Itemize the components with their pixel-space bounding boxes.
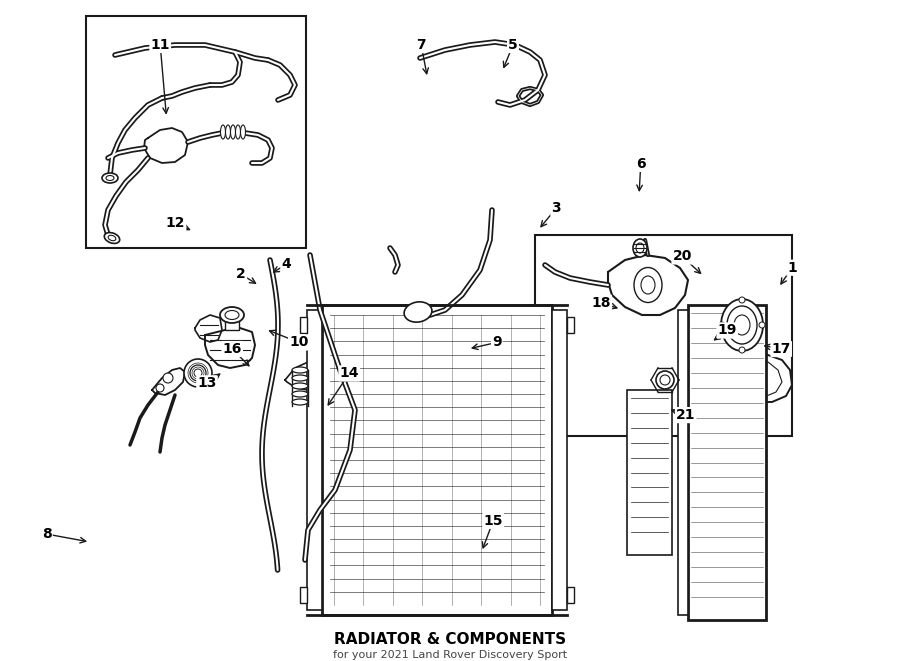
Text: 10: 10 [289, 335, 309, 350]
Bar [322, 305, 552, 615]
Ellipse shape [734, 315, 750, 335]
Ellipse shape [236, 125, 240, 139]
Text: 4: 4 [282, 257, 291, 272]
Bar [567, 317, 574, 333]
Text: 20: 20 [672, 249, 692, 264]
Bar [688, 305, 766, 620]
Bar [535, 235, 792, 436]
Ellipse shape [404, 302, 432, 322]
Bar [86, 16, 306, 248]
Bar [678, 310, 688, 615]
Ellipse shape [660, 375, 670, 385]
Ellipse shape [220, 307, 244, 323]
Text: 17: 17 [771, 342, 791, 356]
Circle shape [194, 369, 202, 377]
Circle shape [190, 365, 206, 381]
Ellipse shape [102, 173, 118, 183]
Ellipse shape [636, 243, 644, 253]
Text: 11: 11 [150, 38, 170, 52]
Circle shape [759, 322, 765, 328]
Ellipse shape [292, 375, 308, 381]
Text: for your 2021 Land Rover Discovery Sport: for your 2021 Land Rover Discovery Sport [333, 650, 567, 660]
Text: 15: 15 [483, 514, 503, 528]
Ellipse shape [641, 276, 655, 294]
Bar [567, 587, 574, 603]
Ellipse shape [220, 125, 226, 139]
Ellipse shape [108, 235, 116, 241]
Bar [307, 310, 322, 610]
Text: 18: 18 [591, 295, 611, 310]
Ellipse shape [633, 239, 647, 257]
Circle shape [156, 384, 164, 392]
Circle shape [184, 359, 212, 387]
Text: RADIATOR & COMPONENTS: RADIATOR & COMPONENTS [334, 633, 566, 648]
Text: 13: 13 [197, 376, 217, 391]
Text: 14: 14 [339, 366, 359, 381]
Ellipse shape [225, 311, 239, 319]
Text: 6: 6 [636, 157, 645, 171]
Bar [225, 315, 239, 330]
Circle shape [739, 297, 745, 303]
Ellipse shape [634, 268, 662, 303]
Circle shape [163, 373, 173, 383]
Ellipse shape [292, 367, 308, 373]
Bar [300, 317, 307, 333]
Ellipse shape [721, 299, 763, 351]
Ellipse shape [292, 399, 308, 405]
Ellipse shape [104, 233, 120, 243]
Text: 8: 8 [42, 527, 51, 541]
Bar [627, 390, 672, 555]
Text: 1: 1 [788, 260, 796, 275]
Text: 21: 21 [676, 408, 696, 422]
Text: 9: 9 [492, 335, 501, 350]
Text: 5: 5 [508, 38, 518, 52]
Ellipse shape [656, 371, 674, 389]
Text: 12: 12 [166, 216, 185, 231]
Text: 16: 16 [222, 342, 242, 356]
Circle shape [719, 322, 725, 328]
Text: 3: 3 [552, 201, 561, 215]
Bar [552, 310, 567, 610]
Text: 7: 7 [417, 38, 426, 52]
Text: 2: 2 [237, 267, 246, 282]
Bar [300, 587, 307, 603]
Ellipse shape [240, 125, 246, 139]
Ellipse shape [727, 306, 757, 344]
Ellipse shape [292, 391, 308, 397]
Text: 19: 19 [717, 323, 737, 338]
Ellipse shape [106, 176, 114, 180]
Circle shape [739, 347, 745, 353]
Ellipse shape [226, 125, 230, 139]
Ellipse shape [292, 383, 308, 389]
Ellipse shape [230, 125, 236, 139]
